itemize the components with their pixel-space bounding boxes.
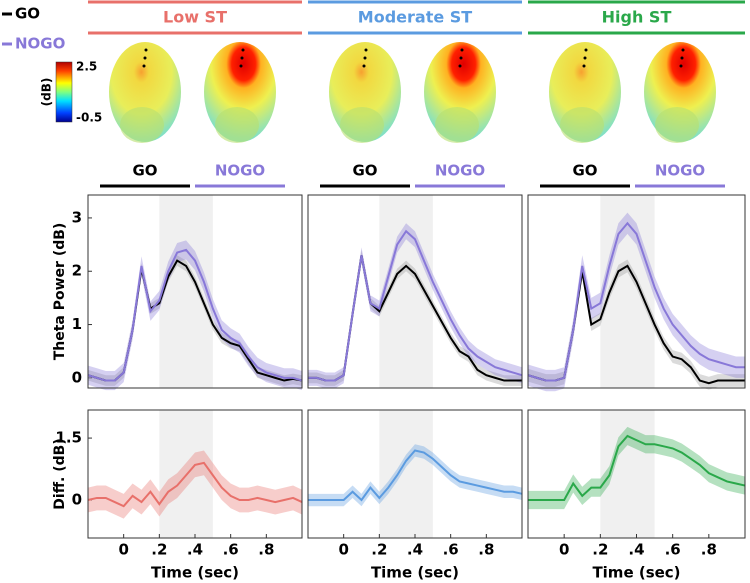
map-label: GO [352,162,377,180]
map-label: NOGO [655,162,705,180]
x-tick-label: 0 [338,541,348,559]
x-tick-label: .6 [665,541,681,559]
plot-frame [307,194,523,389]
y-tick-label: 0 [72,368,82,386]
plot-frame [87,194,303,389]
y-axis-label: Theta Power (dB) [52,223,68,361]
x-tick-label: .8 [701,541,717,559]
x-tick-label: .4 [187,541,203,559]
condition-title: High ST [602,8,672,27]
head [549,42,621,143]
line [308,449,523,502]
x-axis-label: Time (sec) [592,564,680,582]
head [109,42,181,143]
x-tick-label: .4 [407,541,423,559]
legend-label: GO [15,5,40,23]
line [87,248,303,382]
legend-label: NOGO [15,35,65,53]
x-tick-label: .6 [223,541,239,559]
condition-title: Low ST [163,8,227,27]
x-tick-label: .2 [151,541,167,559]
error-band [528,259,745,390]
plot-frame [527,194,746,389]
x-tick-label: .4 [628,541,644,559]
highlight-window [159,195,213,388]
map-label: GO [132,162,157,180]
x-axis-label: Time (sec) [151,564,239,582]
line [528,434,746,502]
x-tick-label: .8 [258,541,274,559]
plot-frame [307,409,523,539]
map-label: NOGO [435,162,485,180]
topographic-maps [109,42,716,143]
map-label: GO [572,162,597,180]
line [308,229,523,382]
map-label: NOGO [215,162,265,180]
y-tick-label: 0 [72,491,82,509]
x-tick-label: .8 [478,541,494,559]
x-tick-label: .6 [443,541,459,559]
line [527,221,745,382]
error-band [528,426,745,510]
y-tick-label: 1.5 [55,429,82,447]
highlight-window [379,410,433,538]
x-tick-label: 0 [118,541,128,559]
x-tick-label: .2 [371,541,387,559]
condition-title: Moderate ST [358,8,473,27]
error-band [88,240,302,391]
colorbar-min: -0.5 [76,111,102,125]
y-tick-label: 2 [72,262,82,280]
colorbar [55,61,73,123]
y-axis-label: Diff. (dB) [52,438,68,509]
x-tick-label: .2 [592,541,608,559]
head [204,42,276,143]
head [329,42,401,143]
plot-frame [87,409,303,539]
x-tick-label: 0 [559,541,569,559]
head [644,42,716,143]
x-axis-label: Time (sec) [371,564,459,582]
y-tick-label: 1 [72,315,82,333]
y-tick-label: 3 [72,208,82,226]
colorbar-label: (dB) [40,78,54,107]
plot-frame [527,409,746,539]
error-band [308,249,522,386]
head [424,42,496,143]
line [87,461,303,508]
colorbar-max: 2.5 [76,60,97,74]
